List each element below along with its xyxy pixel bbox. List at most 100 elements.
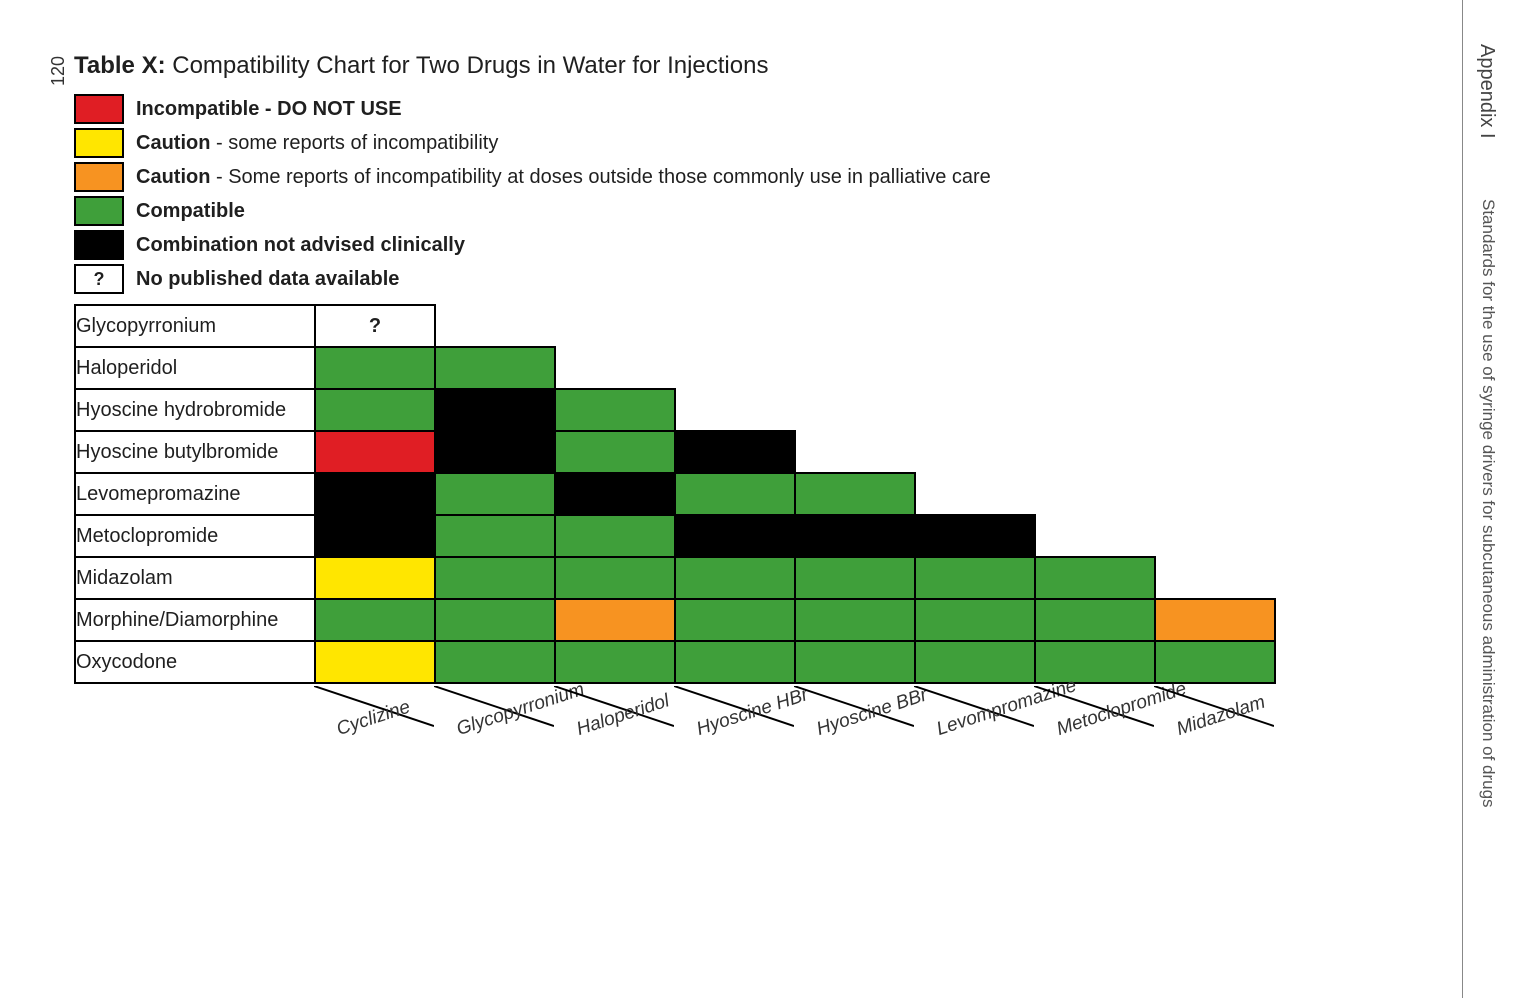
compat-cell: [555, 431, 675, 473]
row-label: Levomepromazine: [75, 473, 315, 515]
compat-cell: [675, 599, 795, 641]
legend-swatch: ?: [74, 264, 124, 294]
table-row: Glycopyrronium?: [75, 305, 1275, 347]
compat-cell: [675, 557, 795, 599]
legend-swatch: [74, 162, 124, 192]
legend-row: Combination not advised clinically: [74, 228, 1454, 262]
compat-cell: [315, 641, 435, 683]
sidebar: Appendix I Standards for the use of syri…: [1462, 0, 1498, 998]
compat-cell: [555, 515, 675, 557]
compat-cell: [435, 431, 555, 473]
empty-cell: [555, 305, 675, 347]
row-label: Midazolam: [75, 557, 315, 599]
compat-cell: [1155, 641, 1275, 683]
legend-text: Incompatible - DO NOT USE: [136, 98, 402, 121]
compat-cell: [795, 641, 915, 683]
empty-cell: [675, 347, 795, 389]
empty-cell: [1035, 347, 1155, 389]
legend-row: Caution - Some reports of incompatibilit…: [74, 160, 1454, 194]
table-row: Haloperidol: [75, 347, 1275, 389]
compat-cell: [675, 515, 795, 557]
title-rest: Compatibility Chart for Two Drugs in Wat…: [166, 52, 769, 79]
empty-cell: [1155, 557, 1275, 599]
compat-cell: [1035, 641, 1155, 683]
column-label: Metoclopromide: [1034, 686, 1154, 856]
row-label: Hyoscine butylbromide: [75, 431, 315, 473]
column-label: Haloperidol: [554, 686, 674, 856]
column-label: Cyclizine: [314, 686, 434, 856]
empty-cell: [1035, 305, 1155, 347]
empty-cell: [915, 389, 1035, 431]
empty-cell: [675, 305, 795, 347]
empty-cell: [1155, 347, 1275, 389]
compat-cell: [315, 515, 435, 557]
compat-cell: [1035, 599, 1155, 641]
table-row: Levomepromazine: [75, 473, 1275, 515]
legend-text: Caution - some reports of incompatibilit…: [136, 132, 498, 155]
compat-cell: [675, 431, 795, 473]
column-label: Hyoscine BBr: [794, 686, 914, 856]
compat-cell: [435, 599, 555, 641]
empty-cell: [1035, 389, 1155, 431]
sidebar-subtitle: Standards for the use of syringe drivers…: [1475, 199, 1498, 808]
legend-text: Caution - Some reports of incompatibilit…: [136, 166, 991, 189]
compat-cell: [435, 473, 555, 515]
compat-cell: [315, 347, 435, 389]
empty-cell: [915, 431, 1035, 473]
row-label: Haloperidol: [75, 347, 315, 389]
compat-cell: [555, 557, 675, 599]
compat-cell: [555, 599, 675, 641]
empty-cell: [1155, 389, 1275, 431]
empty-cell: [795, 389, 915, 431]
empty-cell: [795, 431, 915, 473]
compat-cell: [1155, 599, 1275, 641]
compat-cell: [315, 389, 435, 431]
table-row: Oxycodone: [75, 641, 1275, 683]
compat-cell: [435, 557, 555, 599]
page-title: Table X: Compatibility Chart for Two Dru…: [74, 52, 1454, 80]
compat-cell: [795, 599, 915, 641]
legend-row: Caution - some reports of incompatibilit…: [74, 126, 1454, 160]
compat-cell: [555, 473, 675, 515]
empty-cell: [1035, 515, 1155, 557]
compat-cell: [435, 641, 555, 683]
legend-text: Compatible: [136, 200, 245, 223]
compat-cell: [915, 599, 1035, 641]
empty-cell: [915, 347, 1035, 389]
compat-cell: [435, 389, 555, 431]
compat-cell: ?: [315, 305, 435, 347]
empty-cell: [675, 389, 795, 431]
compat-cell: [315, 473, 435, 515]
compat-cell: [555, 389, 675, 431]
row-label: Glycopyrronium: [75, 305, 315, 347]
table-row: Morphine/Diamorphine: [75, 599, 1275, 641]
column-labels: CyclizineGlycopyrroniumHaloperidolHyosci…: [314, 686, 1454, 876]
empty-cell: [795, 347, 915, 389]
empty-cell: [1155, 305, 1275, 347]
legend-row: Compatible: [74, 194, 1454, 228]
legend-swatch: [74, 94, 124, 124]
empty-cell: [1155, 431, 1275, 473]
title-bold: Table X:: [74, 52, 166, 79]
row-label: Oxycodone: [75, 641, 315, 683]
empty-cell: [435, 305, 555, 347]
legend-row: Incompatible - DO NOT USE: [74, 92, 1454, 126]
column-label: Midazolam: [1154, 686, 1274, 856]
compat-cell: [1035, 557, 1155, 599]
compat-cell: [915, 557, 1035, 599]
row-label: Morphine/Diamorphine: [75, 599, 315, 641]
table-row: Metoclopromide: [75, 515, 1275, 557]
empty-cell: [555, 347, 675, 389]
legend-swatch: [74, 128, 124, 158]
compat-cell: [795, 557, 915, 599]
empty-cell: [795, 305, 915, 347]
compat-cell: [555, 641, 675, 683]
compat-cell: [435, 515, 555, 557]
empty-cell: [1035, 473, 1155, 515]
table-row: Hyoscine butylbromide: [75, 431, 1275, 473]
compat-cell: [315, 599, 435, 641]
legend: Incompatible - DO NOT USE Caution - some …: [74, 92, 1454, 296]
compat-cell: [315, 557, 435, 599]
empty-cell: [1155, 515, 1275, 557]
compat-cell: [315, 431, 435, 473]
